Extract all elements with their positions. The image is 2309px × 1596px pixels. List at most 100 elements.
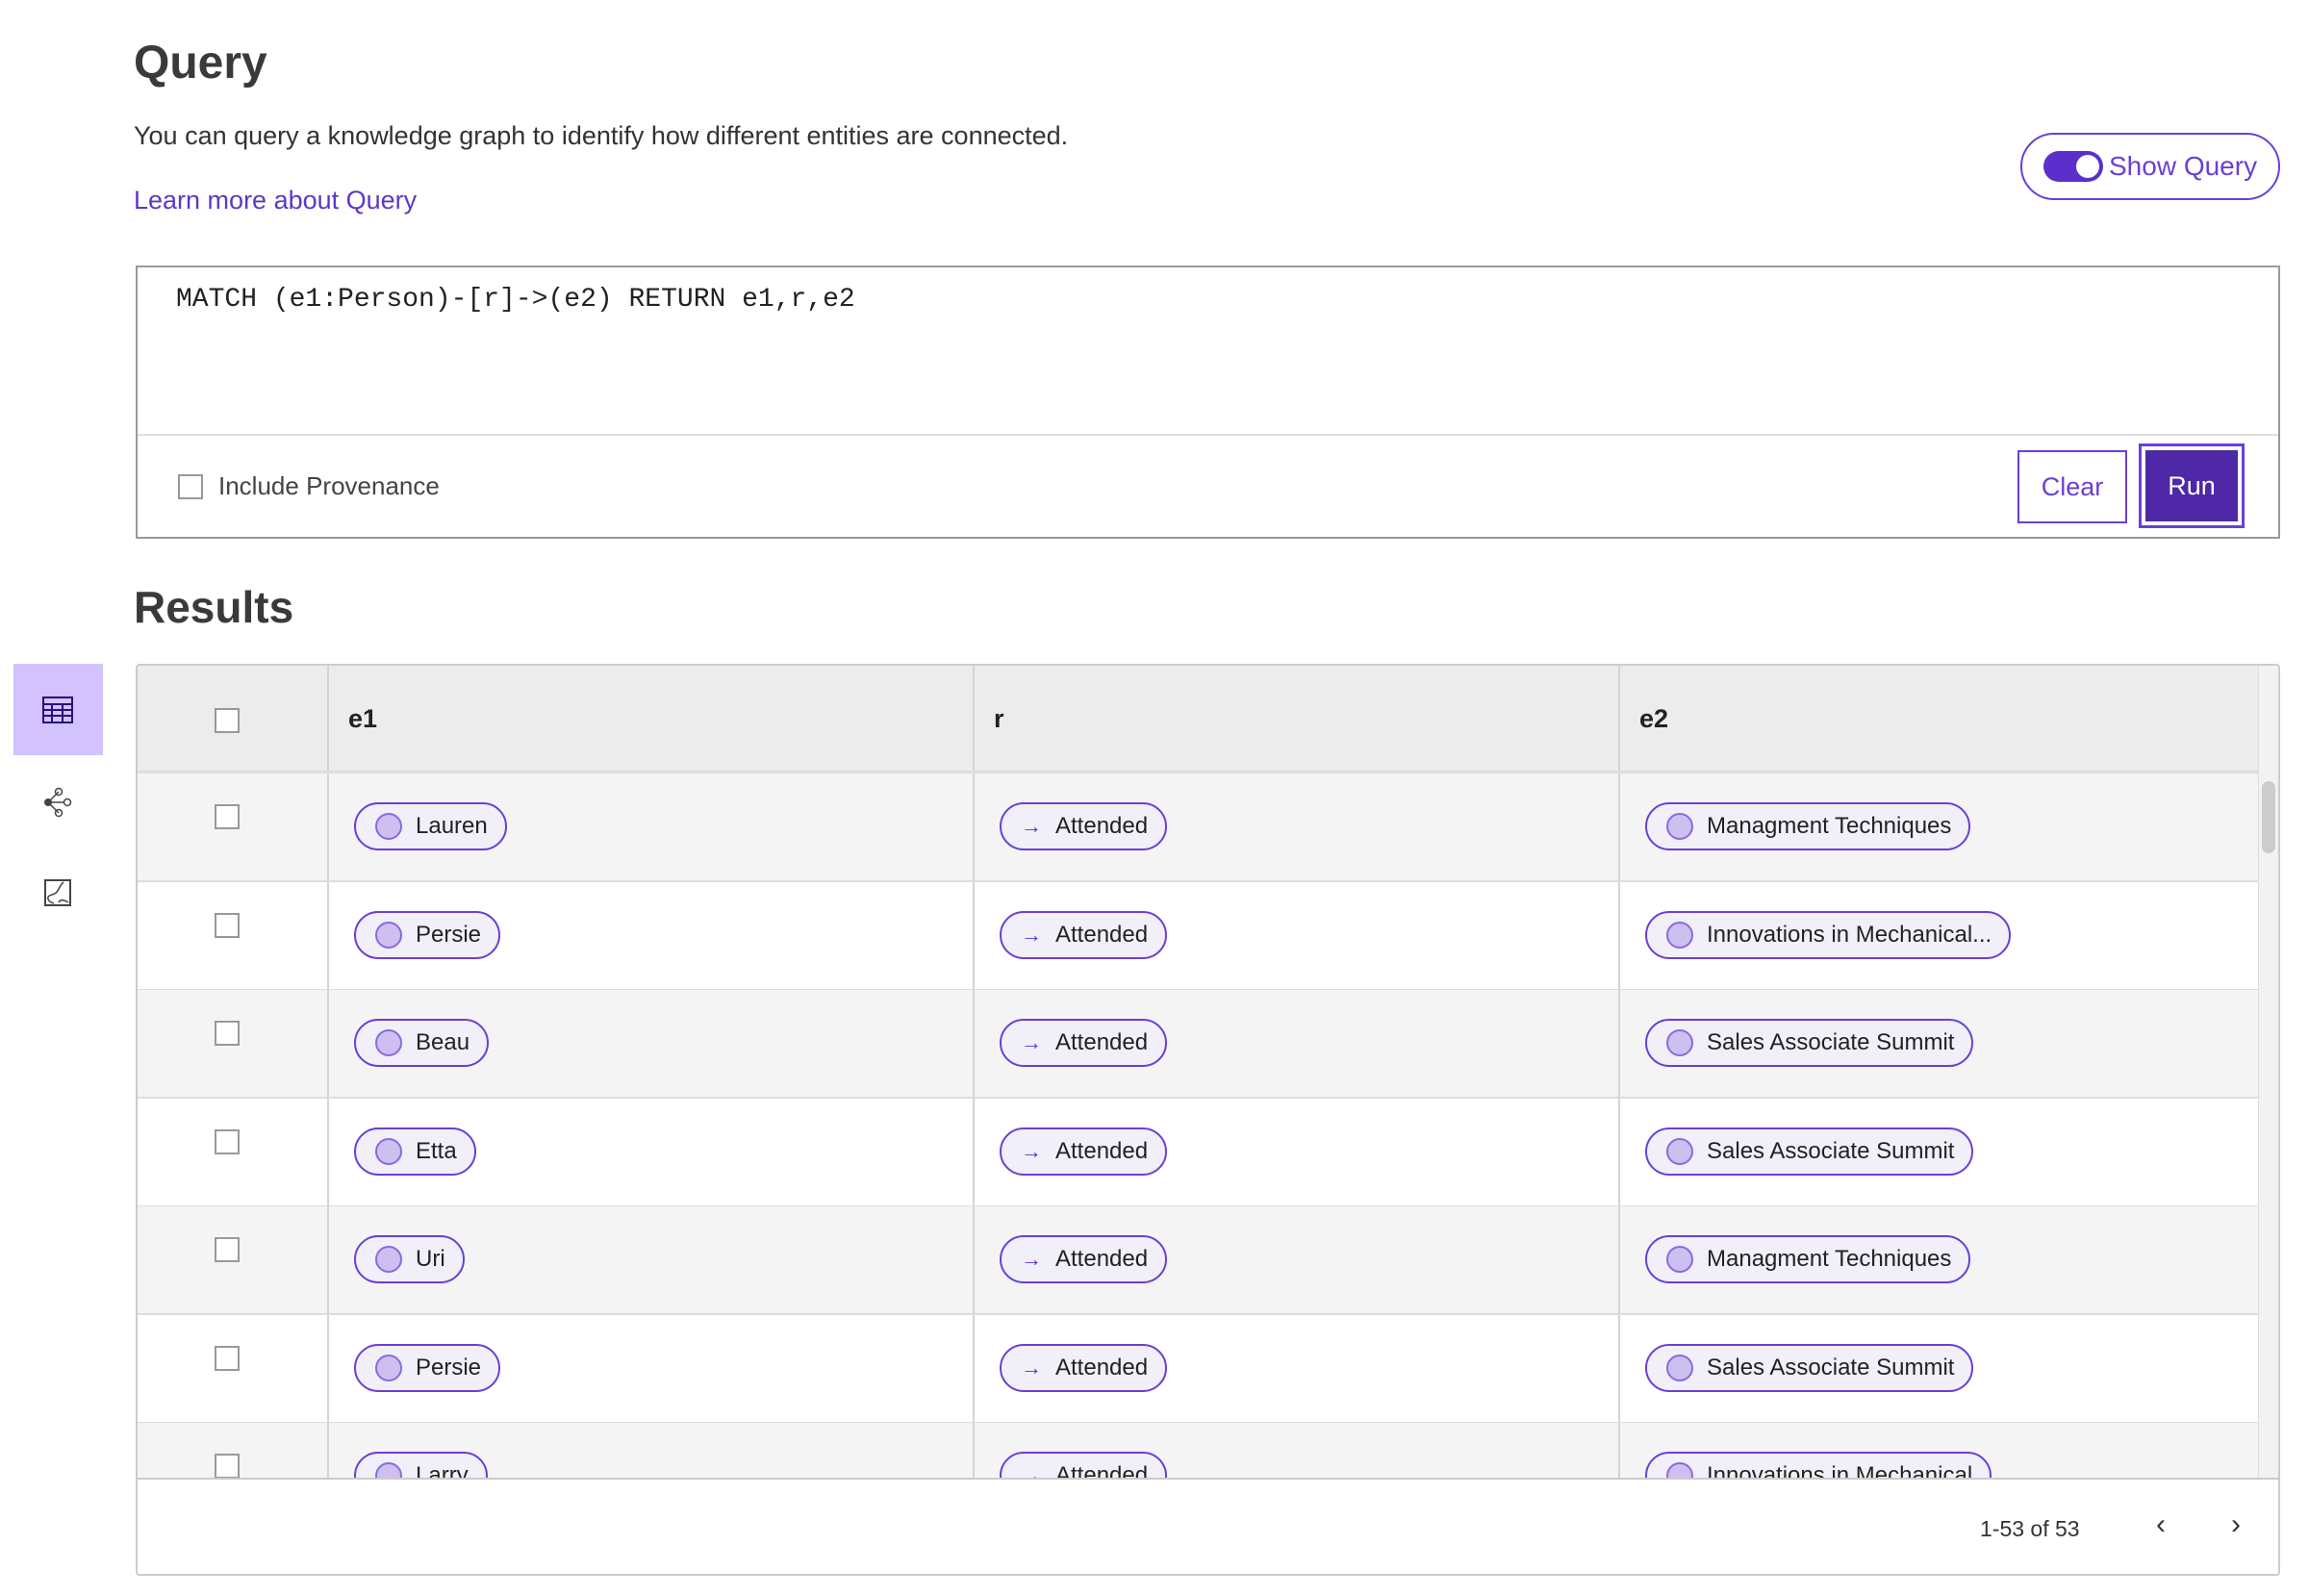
results-title: Results [134, 582, 294, 632]
relation-pill[interactable]: → Attended [1000, 1127, 1168, 1176]
table-row[interactable]: Larry → Attended Innovations in Mechanica… [138, 1423, 2262, 1478]
cell-e2: Innovations in Mechanical... [1618, 881, 2012, 989]
clear-button[interactable]: Clear [2017, 450, 2127, 523]
table-header: e1 r e2 [138, 666, 2262, 773]
graph-icon[interactable] [38, 783, 77, 822]
cell-r: → Attended [973, 773, 1168, 880]
relation-pill[interactable]: → Attended [1000, 910, 1168, 959]
cell-e1: Lauren [327, 773, 507, 880]
cell-e2: Sales Associate Summit [1618, 990, 1974, 1097]
table-row[interactable]: Uri → Attended Managment Techniques [138, 1206, 2262, 1315]
entity-node-icon [375, 1462, 402, 1478]
entity-node-icon [1666, 1029, 1693, 1056]
entity-pill[interactable]: Larry [354, 1452, 488, 1478]
table-row[interactable]: Persie → Attended Sales Associate Summit [138, 1314, 2262, 1424]
scrollbar-thumb[interactable] [2262, 781, 2275, 853]
arrow-right-icon: → [1021, 1030, 1042, 1054]
page-description: You can query a knowledge graph to ident… [134, 121, 1069, 150]
entity-label: Managment Techniques [1707, 1246, 1952, 1272]
relation-label: Attended [1055, 1354, 1149, 1381]
entity-node-icon [1666, 813, 1693, 840]
cell-e1: Persie [327, 881, 501, 989]
relation-pill[interactable]: → Attended [1000, 1235, 1168, 1283]
arrow-right-icon: → [1021, 1355, 1042, 1380]
relation-pill[interactable]: → Attended [1000, 802, 1168, 850]
table-scrollbar[interactable] [2258, 666, 2278, 1478]
row-checkbox[interactable] [215, 912, 240, 938]
row-checkbox[interactable] [215, 1021, 240, 1046]
run-label: Run [2145, 450, 2238, 521]
cell-e1: Etta [327, 1098, 476, 1205]
column-e1[interactable]: e1 [327, 666, 377, 771]
table-row[interactable]: Persie → Attended Innovations in Mechanic… [138, 881, 2262, 991]
row-checkbox[interactable] [215, 1128, 240, 1154]
entity-label: Managment Techniques [1707, 813, 1952, 839]
show-query-label: Show Query [2109, 151, 2258, 181]
arrow-right-icon: → [1021, 814, 1042, 838]
chart-icon[interactable] [38, 874, 77, 912]
entity-label: Innovations in Mechanical [1707, 1462, 1973, 1478]
row-checkbox[interactable] [215, 1237, 240, 1262]
include-provenance-checkbox[interactable] [178, 473, 203, 499]
entity-pill[interactable]: Beau [354, 1019, 490, 1067]
cell-e2: Innovations in Mechanical [1618, 1423, 1992, 1478]
select-all-checkbox[interactable] [215, 708, 240, 733]
entity-pill[interactable]: Sales Associate Summit [1645, 1343, 1974, 1392]
relation-label: Attended [1055, 1246, 1149, 1272]
entity-pill[interactable]: Persie [354, 1343, 501, 1392]
entity-pill[interactable]: Sales Associate Summit [1645, 1127, 1974, 1176]
page-title: Query [134, 38, 267, 89]
table-row[interactable]: Lauren → Attended Managment Techniques [138, 773, 2262, 882]
entity-pill[interactable]: Sales Associate Summit [1645, 1019, 1974, 1067]
chevron-left-icon[interactable]: ‹ [2156, 1508, 2166, 1540]
toggle-switch-icon [2043, 151, 2103, 182]
entity-label: Etta [416, 1137, 457, 1164]
cell-e2: Sales Associate Summit [1618, 1314, 1974, 1422]
entity-label: Innovations in Mechanical... [1707, 921, 1992, 948]
table-row[interactable]: Etta → Attended Sales Associate Summit [138, 1098, 2262, 1207]
entity-pill[interactable]: Innovations in Mechanical [1645, 1452, 1992, 1478]
relation-pill[interactable]: → Attended [1000, 1452, 1168, 1478]
entity-node-icon [375, 1137, 402, 1165]
cell-r: → Attended [973, 1423, 1168, 1478]
learn-more-link[interactable]: Learn more about Query [134, 186, 418, 215]
row-checkbox[interactable] [215, 1454, 240, 1478]
entity-node-icon [1666, 1246, 1693, 1273]
column-r[interactable]: r [973, 666, 1004, 771]
run-button[interactable]: Run [2139, 443, 2245, 528]
results-table: e1 r e2 Lauren → Attended Managment Techn… [136, 664, 2280, 1576]
relation-label: Attended [1055, 1029, 1149, 1055]
relation-pill[interactable]: → Attended [1000, 1343, 1168, 1392]
column-header-e1: e1 [348, 704, 378, 733]
entity-node-icon [375, 1029, 402, 1056]
cell-e1: Persie [327, 1314, 501, 1422]
entity-pill[interactable]: Etta [354, 1127, 476, 1176]
entity-pill[interactable]: Managment Techniques [1645, 1235, 1971, 1283]
entity-node-icon [1666, 921, 1693, 949]
table-footer: 1-53 of 53 ‹ › [138, 1478, 2278, 1574]
entity-label: Sales Associate Summit [1707, 1354, 1955, 1381]
cell-e2: Managment Techniques [1618, 1206, 1971, 1313]
row-checkbox[interactable] [215, 804, 240, 829]
show-query-toggle[interactable]: Show Query [2020, 133, 2280, 200]
include-provenance[interactable]: Include Provenance [178, 471, 440, 501]
table-icon[interactable] [38, 691, 77, 729]
column-e2[interactable]: e2 [1618, 666, 1668, 771]
entity-pill[interactable]: Managment Techniques [1645, 802, 1971, 850]
query-editor: MATCH (e1:Person)-[r]->(e2) RETURN e1,r,… [136, 266, 2280, 539]
entity-pill[interactable]: Persie [354, 910, 501, 959]
entity-pill[interactable]: Lauren [354, 802, 507, 850]
row-checkbox[interactable] [215, 1345, 240, 1371]
entity-pill[interactable]: Innovations in Mechanical... [1645, 910, 2012, 959]
entity-node-icon [375, 1246, 402, 1273]
chevron-right-icon[interactable]: › [2231, 1508, 2241, 1540]
table-row[interactable]: Beau → Attended Sales Associate Summit [138, 990, 2262, 1099]
cell-e2: Managment Techniques [1618, 773, 1971, 880]
query-input[interactable]: MATCH (e1:Person)-[r]->(e2) RETURN e1,r,… [138, 267, 2278, 436]
relation-label: Attended [1055, 1137, 1149, 1164]
relation-pill[interactable]: → Attended [1000, 1019, 1168, 1067]
entity-node-icon [1666, 1462, 1693, 1478]
arrow-right-icon: → [1021, 1247, 1042, 1271]
entity-node-icon [375, 1354, 402, 1381]
entity-pill[interactable]: Uri [354, 1235, 465, 1283]
